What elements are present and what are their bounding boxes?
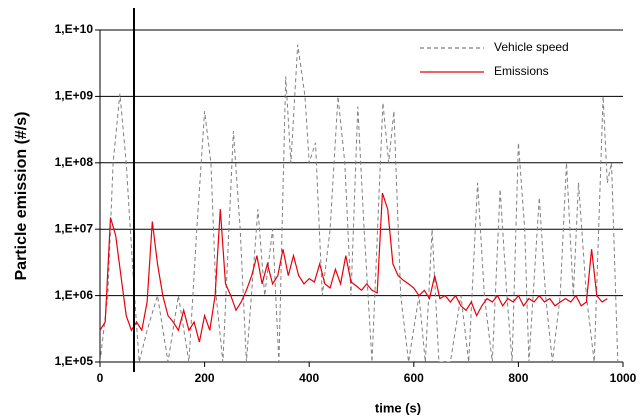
x-tick-label: 1000 bbox=[610, 371, 637, 385]
legend-label: Vehicle speed bbox=[494, 40, 569, 54]
y-tick-label: 1,E+09 bbox=[55, 89, 94, 103]
line-series bbox=[100, 44, 619, 362]
legend-label: Emissions bbox=[494, 64, 549, 78]
y-tick-label: 1,E+10 bbox=[55, 22, 94, 36]
x-axis-label: time (s) bbox=[375, 400, 421, 415]
y-tick-label: 1,E+08 bbox=[55, 155, 94, 169]
x-tick-label: 600 bbox=[404, 371, 424, 385]
y-tick-label: 1,E+07 bbox=[55, 221, 94, 235]
x-tick-label: 800 bbox=[508, 371, 528, 385]
plot-area bbox=[100, 44, 619, 362]
x-tick-label: 0 bbox=[97, 371, 104, 385]
x-tick-label: 200 bbox=[195, 371, 215, 385]
y-tick-label: 1,E+05 bbox=[55, 354, 94, 368]
x-tick-label: 400 bbox=[299, 371, 319, 385]
y-axis-label: Particle emission (#/s) bbox=[13, 112, 30, 281]
line-series bbox=[100, 192, 608, 343]
y-tick-label: 1,E+06 bbox=[55, 288, 94, 302]
